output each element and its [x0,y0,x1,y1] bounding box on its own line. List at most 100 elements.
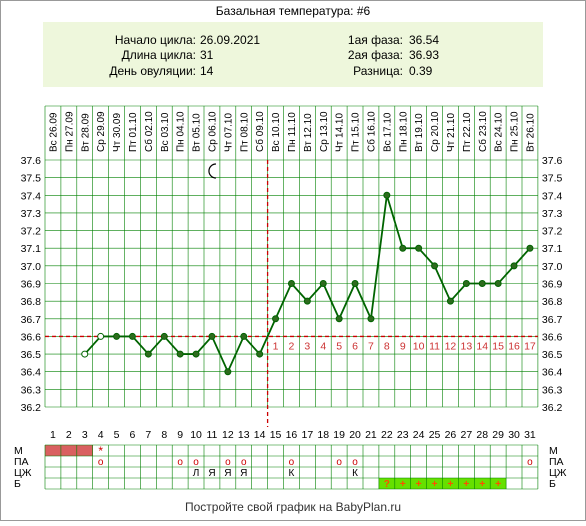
y-axis-labels: 36.2 36.2 36.3 36.3 36.4 36.4 36.5 36.5 36.6 36.6… [21,155,563,414]
table-b-mark: + [463,479,469,490]
day-number: 13 [238,429,250,441]
y-tick-label-right: 36.9 [542,279,563,291]
table-row-label-right: Б [549,478,556,490]
day-number: 18 [317,429,329,441]
day-number: 27 [461,429,473,441]
temperature-point [81,350,89,358]
y-tick-label-left: 36.8 [21,296,42,308]
date-label: Сб 16.10 [365,111,377,152]
day-number: 1 [50,429,56,441]
temperature-point [287,280,295,287]
cycle-length-value: 31 [200,48,214,62]
date-label: Вс 03.10 [160,112,171,152]
y-tick-label-left: 36.9 [21,279,42,291]
table-row-label-left: Б [14,478,21,490]
table-czh-mark: Я [224,468,231,479]
table-czh-mark: Я [240,468,247,479]
y-tick-label-left: 36.2 [21,402,42,414]
day-number: 21 [365,429,377,441]
table-b-mark: + [448,479,454,490]
day-number: 9 [177,429,183,441]
table-czh-mark: Л [193,468,200,479]
date-label: Пн 25.10 [510,111,521,152]
date-label: Пн 18.10 [398,111,409,152]
temperature-point [431,262,439,270]
y-tick-label-left: 37.5 [21,173,42,185]
table-row-label-right: ЦЖ [549,467,567,479]
phase2-label: 2ая фаза: [348,48,403,62]
table-row-label-right: М [549,445,558,457]
table-b-mark: + [416,479,422,490]
temperature-point [446,297,454,305]
date-label: Ср 13.10 [319,111,330,152]
y-tick-label-right: 36.5 [542,349,563,361]
y-tick-label-left: 37.1 [21,243,42,255]
temperature-point [351,280,359,287]
post-ovulation-day-number: 5 [336,340,342,352]
date-label: Вт 12.10 [303,113,314,152]
post-ovulation-day-number: 13 [461,340,473,352]
table-czh-mark: К [289,468,295,479]
day-number: 4 [98,429,104,441]
day-number: 12 [222,429,234,441]
day-number: 23 [397,429,409,441]
day-number: 26 [445,429,457,441]
y-tick-label-right: 37.4 [542,190,563,202]
day-number: 6 [130,429,136,441]
post-ovulation-day-number: 15 [492,340,504,352]
date-label: Вт 05.10 [192,113,203,152]
y-tick-label-left: 37.2 [21,226,42,238]
b-cell [426,478,443,489]
table-b-mark: + [479,479,485,490]
table-b-mark: + [400,479,406,490]
y-tick-label-left: 37.4 [21,190,42,202]
post-ovulation-day-number: 14 [476,340,488,352]
date-label: Пн 11.10 [287,112,298,152]
table-czh-mark: К [352,468,358,479]
post-ovulation-day-number: 12 [445,340,457,352]
b-cell [458,478,475,489]
y-tick-label-right: 37.0 [542,261,563,273]
y-tick-label-right: 37.5 [542,173,563,185]
y-tick-label-right: 37.6 [542,155,563,167]
day-number: 22 [381,429,393,441]
post-ovulation-day-number: 8 [384,340,390,352]
date-label: Чт 30.09 [112,113,123,152]
table-pa-mark: o [193,457,199,468]
temperature-point [144,350,152,358]
day-number: 25 [429,429,441,441]
summary-panel [43,22,543,87]
table-b-mark: + [495,479,501,490]
post-ovulation-day-number: 17 [524,340,536,352]
day-number: 16 [286,429,298,441]
day-number: 7 [145,429,151,441]
table-pa-mark: o [177,457,183,468]
table-pa-mark: o [527,457,533,468]
day-number: 10 [190,429,202,441]
chart-title: Базальная температура: #6 [216,4,371,18]
temperature-point [113,332,121,340]
date-label: Вс 10.10 [271,112,282,152]
table-czh-mark: Я [208,468,215,479]
date-label: Ср 06.10 [207,111,218,152]
temperature-point [176,350,184,358]
temperature-point [494,280,502,287]
b-cell [378,478,395,489]
date-label: Вт 19.10 [414,113,425,152]
temperature-point [510,262,518,270]
ovulation-day-label: День овуляции: [109,64,196,78]
y-tick-label-right: 37.2 [542,226,563,238]
footer-text: Постройте свой график на BabyPlan.ru [185,500,401,514]
temperature-point [478,280,486,287]
y-tick-label-right: 36.6 [542,331,563,343]
phase1-value: 36.54 [409,33,439,47]
temperature-point [160,332,168,340]
temperature-point [415,244,423,252]
menstruation-cell [45,445,61,456]
day-number: 2 [66,429,72,441]
day-number: 5 [114,429,120,441]
y-tick-label-left: 37.3 [21,208,42,220]
date-label: Сб 09.10 [254,111,266,152]
